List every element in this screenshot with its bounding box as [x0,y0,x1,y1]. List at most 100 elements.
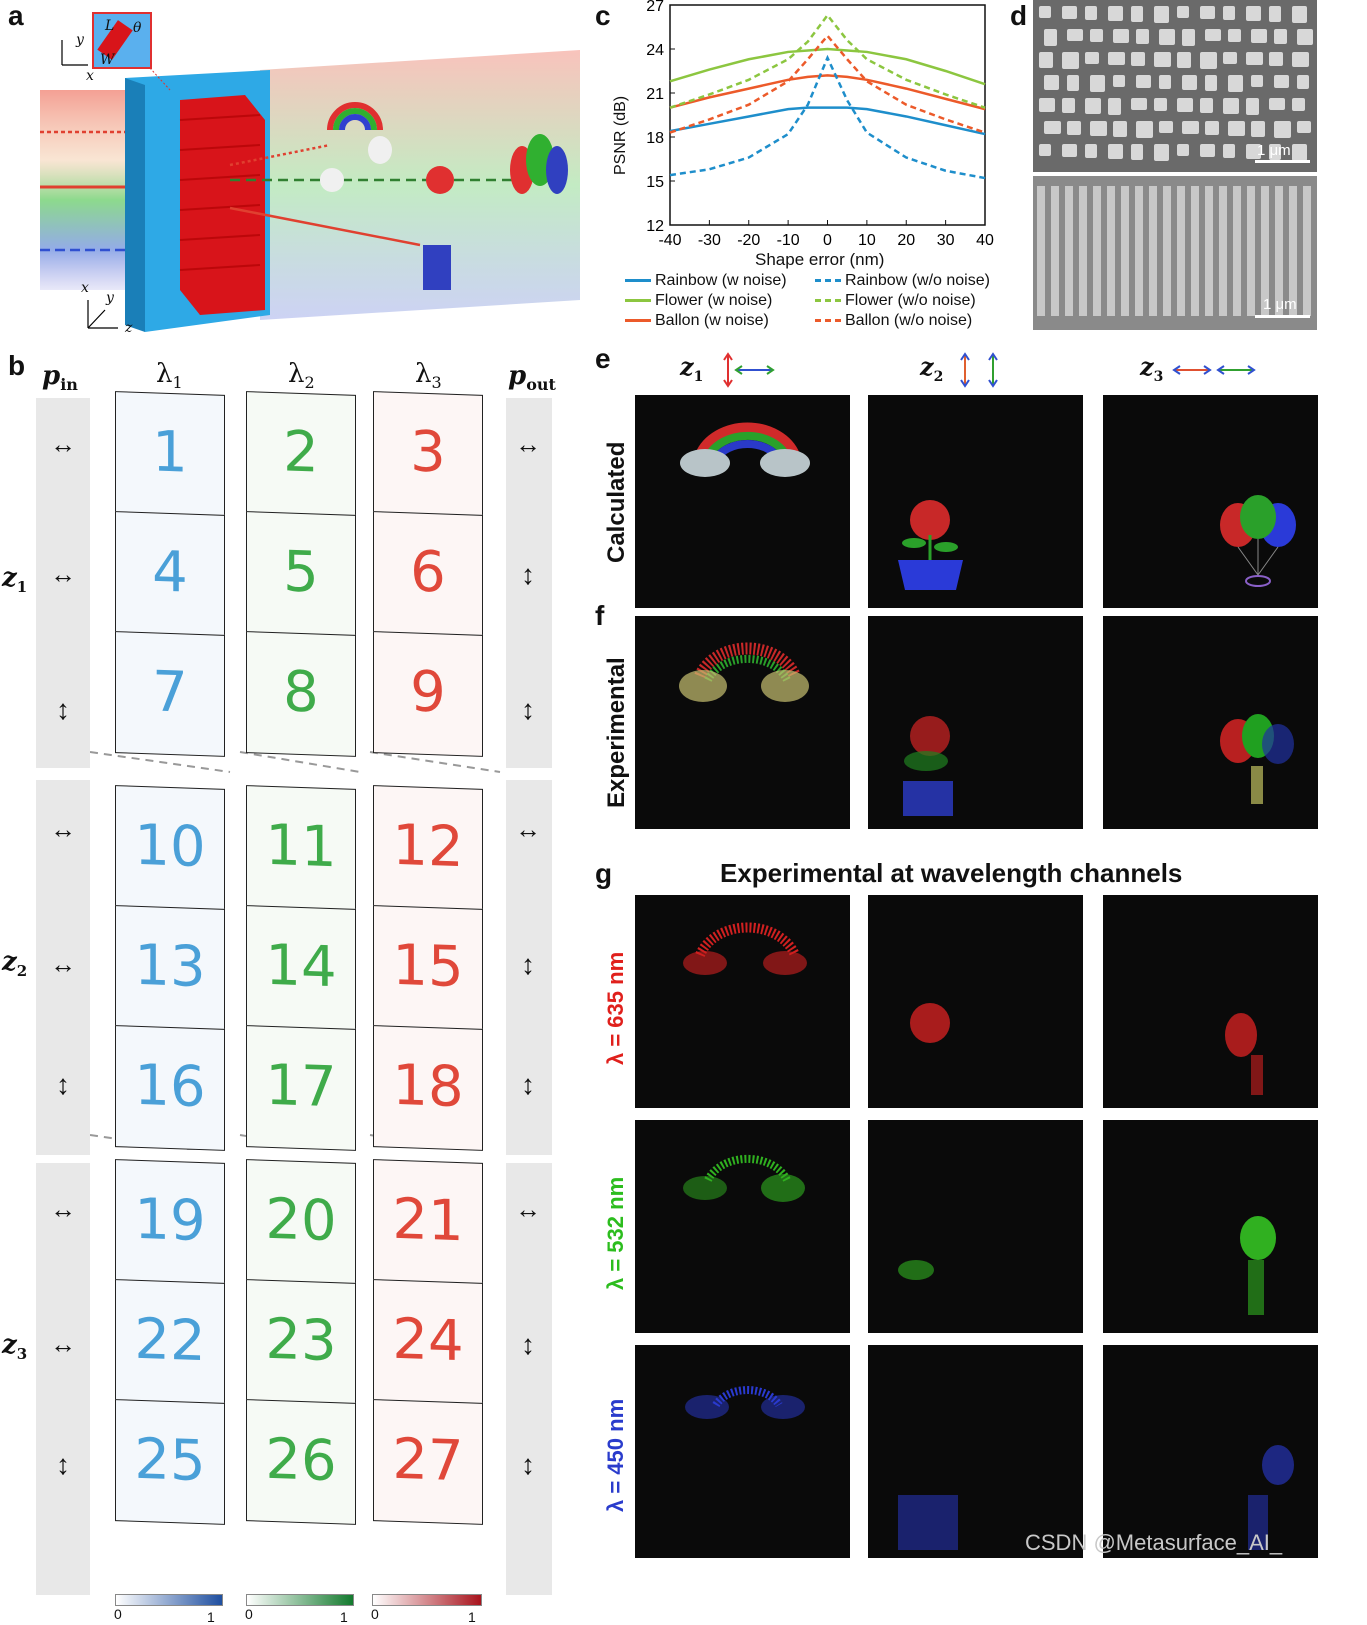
nanopillar-top [1251,75,1263,87]
pin-bar-z1 [36,398,90,768]
nanopillar-top [1062,144,1077,157]
nanopillar-top [1108,144,1123,159]
exp-rainbow-image [635,616,850,829]
series-line-5 [669,33,986,134]
nanopillar-top [1062,98,1075,113]
r635-balloons [1103,895,1318,1108]
panel-b-grid: pin λ1 λ2 λ3 pout z1 z2 z3 1 2 3 4 5 6 7 8 9 10 11… [0,355,590,1625]
nanopillar-top [1274,75,1289,88]
panel-label-b: b [8,350,26,381]
nanopillar-top [1223,144,1235,158]
tile-number: 13 [134,932,206,1001]
nanopillar-top [1182,29,1195,46]
pout-arrow-vertical-icon: ↕ [521,949,535,980]
nanopillar-side [1065,186,1073,316]
cb3-max: 1 [468,1609,476,1625]
y-tick-label: 18 [646,130,664,147]
tile-number: 26 [265,1426,337,1495]
nanopillar-side [1037,186,1045,316]
nanopillar-top [1136,29,1149,44]
psnr-chart-panel: -40 -30 -20 -10 0 10 20 30 40 12 15 18 21 24 27 PSNR (… [605,0,1025,340]
tile-number: 17 [265,1052,337,1121]
nanopillar-top [1292,52,1309,67]
nanopillar-side [1275,186,1283,316]
legend-item: Rainbow (w/o noise) [815,272,990,290]
inset-label-L: L [105,18,115,34]
nanopillar-top [1274,29,1287,44]
axis-bottom-y: y [106,290,114,306]
col-z2: z2 [920,352,944,385]
nanopillar-top [1131,52,1145,66]
hologram-tile: 7 [115,631,225,757]
hologram-tile: 16 [115,1025,225,1151]
nanopillar-top [1177,6,1189,18]
tile-number: 5 [283,539,319,606]
tile-number: 24 [392,1306,464,1375]
nanopillar-top [1297,29,1313,45]
nanopillar-side [1233,186,1241,316]
tile-number: 2 [283,419,319,486]
nanopillar-top [1067,121,1081,135]
nanopillar-top [1177,144,1189,156]
y-tick-label: 27 [646,0,664,15]
nanopillar-top [1228,121,1245,136]
y-tick-label: 21 [646,86,664,103]
tile-number: 14 [265,932,337,1001]
cb2-min: 0 [245,1606,253,1622]
tile-number: 9 [410,659,446,726]
header-pout: pout [508,361,556,395]
tile-number: 22 [134,1306,206,1375]
pin-bar-z3 [36,1163,90,1595]
nanopillar-top [1200,144,1215,157]
legend-swatch [815,319,841,323]
sem-top-view [1033,0,1317,172]
cb1-max: 1 [207,1609,215,1625]
nanopillar-top [1039,98,1055,112]
nanopillar-top [1044,75,1059,90]
legend-label: Flower (w/o noise) [845,292,976,309]
tile-number: 10 [134,812,206,881]
nanopillar-top [1159,75,1171,89]
panel-label-a: a [8,0,24,31]
nanopillar-side [1177,186,1185,316]
hologram-tile: 2 [246,391,356,517]
nanopillar-top [1292,144,1307,161]
nanopillar-top [1297,75,1309,89]
wavelength-label-450: λ = 450 nm [603,1398,628,1512]
wavelength-label-635: λ = 635 nm [603,951,628,1065]
scale-bar-1 [1255,160,1310,163]
series-line-1 [669,47,986,86]
colorbar-blue [115,1594,223,1606]
x-tick-label: -30 [698,232,721,249]
pin-arrow-vertical-icon: ↕ [56,694,70,725]
nanopillar-side [1121,186,1129,316]
scale-bar-label-1: 1 μm [1257,142,1291,159]
pin-arrow-horizontal-icon: ↔ [50,1194,76,1224]
hologram-tile: 18 [373,1025,483,1151]
nanopillar-top [1113,29,1129,43]
header-lambda3: λ3 [415,359,442,393]
tile-number: 15 [392,932,464,1001]
x-tick-label: -40 [658,232,681,249]
nanopillar-top [1154,144,1169,161]
legend-swatch [625,319,651,323]
nanopillar-top [1292,98,1305,111]
inset-label-W: W [100,52,115,68]
tile-number: 18 [392,1052,464,1121]
nanopillar-top [1039,52,1053,68]
tile-number: 16 [134,1052,206,1121]
nanopillar-top [1205,75,1217,91]
tile-number: 8 [283,659,319,726]
hologram-tile: 19 [115,1159,225,1285]
sem-images: 1 μm 1 μm [1033,0,1317,330]
nanopillar-top [1177,52,1191,68]
nanopillar-top [1223,52,1237,64]
chart-ylabel: PSNR (dB) [612,95,629,175]
pout-arrow-vertical-icon: ↕ [521,1449,535,1480]
nanopillar-top [1223,98,1239,114]
axis-bottom-x: x [81,280,89,296]
sem-divider [1033,172,1317,176]
r532-balloons [1103,1120,1318,1333]
nanopillar-side [1261,186,1269,316]
nanopillar-top [1039,6,1051,18]
